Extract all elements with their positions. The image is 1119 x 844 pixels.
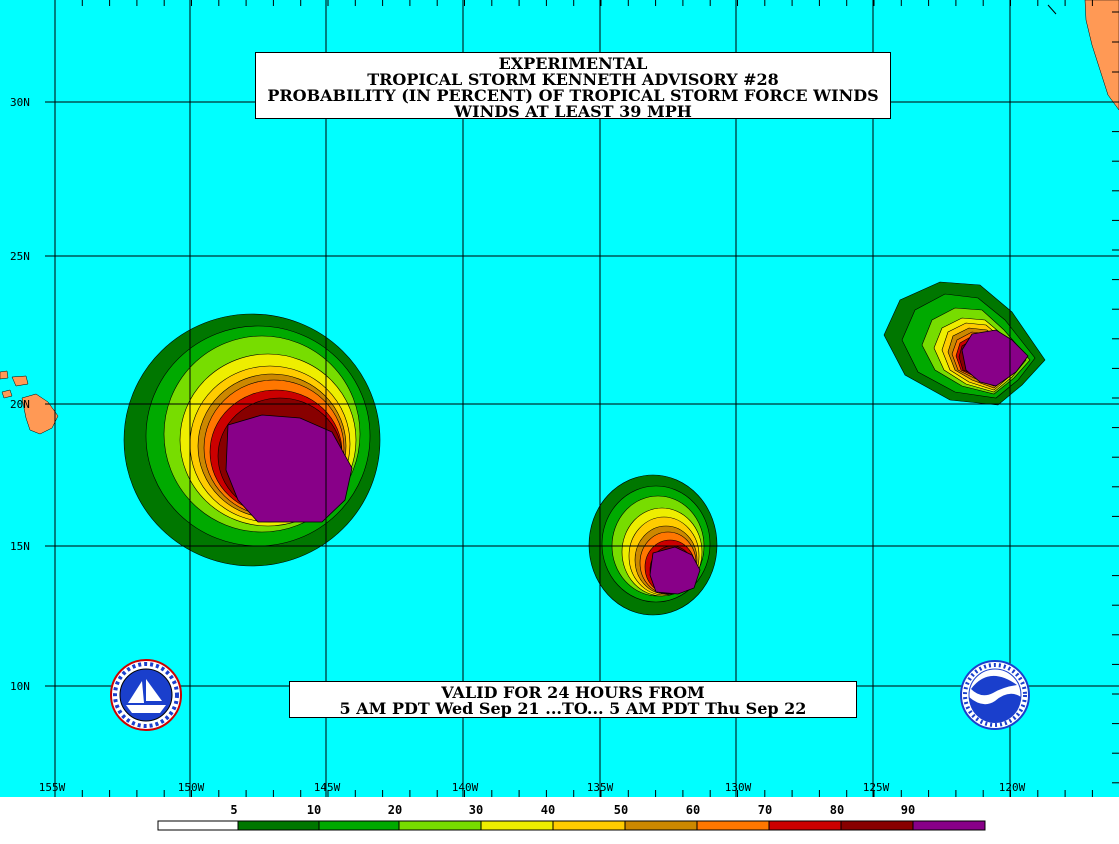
border-ticks bbox=[54, 0, 1119, 797]
lat-label-15n: 15N bbox=[10, 540, 30, 553]
legend-label-80: 80 bbox=[830, 803, 844, 817]
legend-swatch bbox=[237, 820, 320, 831]
mainland-coast bbox=[1084, 0, 1119, 111]
noaa-logo bbox=[960, 660, 1030, 730]
advisory-title-box: EXPERIMENTAL TROPICAL STORM KENNETH ADVI… bbox=[255, 52, 891, 121]
lon-label-155w: 155W bbox=[39, 781, 66, 794]
probability-area-middle bbox=[588, 474, 718, 616]
lon-label-145w: 145W bbox=[314, 781, 341, 794]
lat-label-30n: 30N bbox=[10, 96, 30, 109]
valid-line-dates: 5 AM PDT Wed Sep 21 ...TO... 5 AM PDT Th… bbox=[339, 699, 807, 718]
legend-label-30: 30 bbox=[469, 803, 483, 817]
title-line-advisory: TROPICAL STORM KENNETH ADVISORY #28 bbox=[367, 70, 779, 89]
legend-swatch bbox=[840, 820, 914, 831]
legend-swatch bbox=[552, 820, 626, 831]
longitude-labels: 155W 150W 145W 140W 135W 130W 125W 120W bbox=[39, 781, 1026, 794]
lat-label-20n: 20N bbox=[10, 398, 30, 411]
lat-label-25n: 25N bbox=[10, 250, 30, 263]
legend-label-40: 40 bbox=[541, 803, 555, 817]
lat-label-10n: 10N bbox=[10, 680, 30, 693]
title-line-probability: PROBABILITY (IN PERCENT) OF TROPICAL STO… bbox=[267, 86, 879, 105]
probability-area-east bbox=[883, 281, 1046, 406]
nws-logo bbox=[110, 659, 182, 731]
lon-label-120w: 120W bbox=[999, 781, 1026, 794]
lon-label-130w: 130W bbox=[725, 781, 752, 794]
lon-label-135w: 135W bbox=[587, 781, 614, 794]
coast-fragment bbox=[1047, 4, 1057, 15]
legend-background bbox=[0, 797, 1119, 839]
legend-swatch bbox=[480, 820, 554, 831]
legend-swatch bbox=[624, 820, 698, 831]
legend-swatch bbox=[912, 820, 986, 831]
legend-swatch bbox=[768, 820, 842, 831]
lon-label-140w: 140W bbox=[452, 781, 479, 794]
legend-label-70: 70 bbox=[758, 803, 772, 817]
legend-label-5: 5 bbox=[230, 803, 237, 817]
legend-swatch bbox=[157, 820, 239, 831]
legend-label-10: 10 bbox=[307, 803, 321, 817]
legend-label-60: 60 bbox=[686, 803, 700, 817]
legend-color-bar bbox=[157, 820, 986, 831]
legend-swatch bbox=[398, 820, 482, 831]
legend-swatch bbox=[318, 820, 400, 831]
probability-area-west bbox=[123, 313, 381, 567]
legend-swatch bbox=[696, 820, 770, 831]
legend-label-90: 90 bbox=[901, 803, 915, 817]
valid-line-header: VALID FOR 24 HOURS FROM bbox=[441, 683, 705, 702]
lon-label-125w: 125W bbox=[863, 781, 890, 794]
legend-label-50: 50 bbox=[614, 803, 628, 817]
title-line-experimental: EXPERIMENTAL bbox=[498, 54, 648, 73]
legend-labels: 5 10 20 30 40 50 60 70 80 90 bbox=[230, 803, 915, 817]
valid-period-box: VALID FOR 24 HOURS FROM 5 AM PDT Wed Sep… bbox=[289, 681, 857, 718]
latitude-labels: 30N 25N 20N 15N 10N bbox=[10, 96, 30, 693]
legend-label-20: 20 bbox=[388, 803, 402, 817]
lon-label-150w: 150W bbox=[178, 781, 205, 794]
title-line-winds: WINDS AT LEAST 39 MPH bbox=[454, 102, 692, 121]
